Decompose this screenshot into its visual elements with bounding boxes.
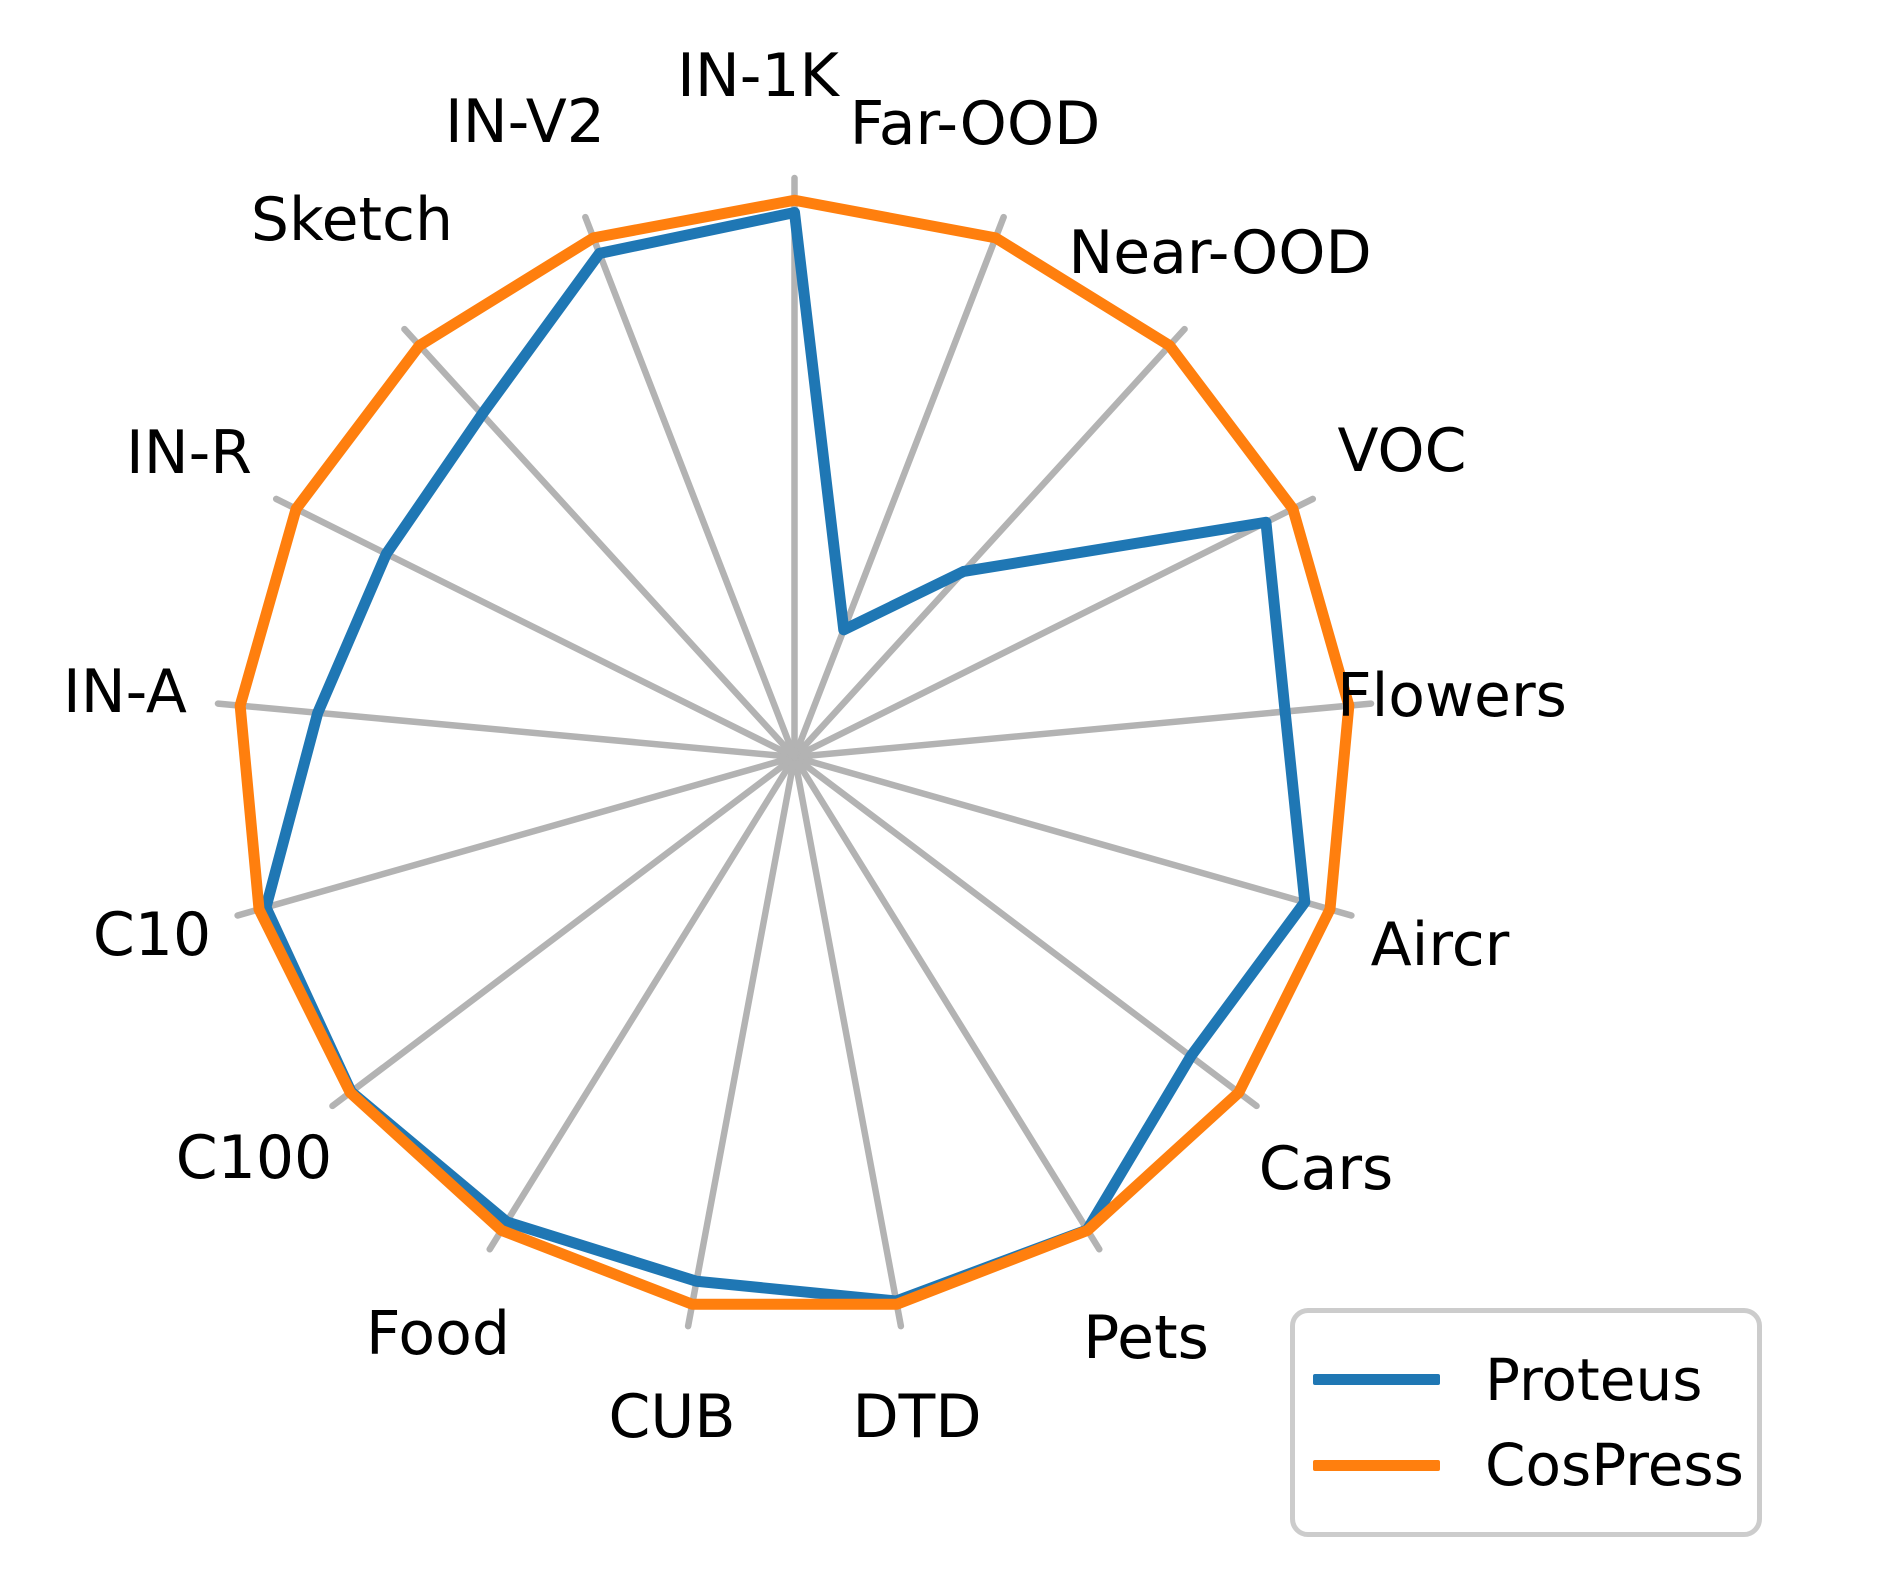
axis-label-food: Food [366, 1299, 510, 1369]
legend-entry-proteus: Proteus [1295, 1351, 1757, 1409]
axis-label-pets: Pets [1083, 1303, 1209, 1373]
axis-spoke [401, 325, 798, 761]
axis-spoke [791, 325, 1188, 761]
axis-spoke [791, 753, 905, 1330]
axis-spoke [684, 753, 798, 1330]
legend-label-proteus: Proteus [1485, 1345, 1703, 1414]
legend-entry-cospress: CosPress [1295, 1436, 1757, 1494]
axis-spoke [791, 753, 1103, 1253]
axis-label-c10: C10 [92, 900, 212, 970]
legend-swatch-proteus [1313, 1374, 1440, 1386]
legend-label-cospress: CosPress [1485, 1431, 1744, 1500]
axis-label-aircr: Aircr [1370, 910, 1510, 980]
axis-spoke [272, 495, 798, 761]
axis-label-voc: VOC [1337, 416, 1467, 486]
axis-spoke [791, 700, 1375, 761]
axis-spoke [234, 753, 798, 919]
axis-label-far-ood: Far-OOD [849, 89, 1101, 159]
axis-label-flowers: Flowers [1337, 661, 1567, 731]
series-proteus-line [260, 207, 1311, 1307]
series-cospress-line [234, 194, 1355, 1310]
axis-spoke [791, 213, 1007, 761]
axis-label-c100: C100 [175, 1123, 333, 1193]
axis-label-in-1k: IN-1K [677, 41, 839, 111]
axis-label-near-ood: Near-OOD [1068, 218, 1372, 288]
legend: Proteus CosPress [1290, 1308, 1762, 1537]
axis-label-sketch: Sketch [250, 185, 454, 255]
axis-spoke [582, 213, 798, 761]
axis-spoke [486, 753, 798, 1253]
axis-label-cars: Cars [1258, 1134, 1394, 1204]
axis-label-cub: CUB [608, 1382, 736, 1452]
axis-label-in-r: IN-R [126, 418, 252, 488]
axis-label-dtd: DTD [852, 1382, 982, 1452]
axis-label-in-a: IN-A [63, 657, 187, 727]
axis-spoke [791, 753, 1355, 919]
axis-spoke [329, 753, 798, 1110]
axis-spoke [791, 495, 1317, 761]
axis-spoke [791, 753, 1260, 1110]
axis-label-in-v2: IN-V2 [445, 87, 605, 157]
legend-swatch-cospress [1313, 1459, 1440, 1471]
